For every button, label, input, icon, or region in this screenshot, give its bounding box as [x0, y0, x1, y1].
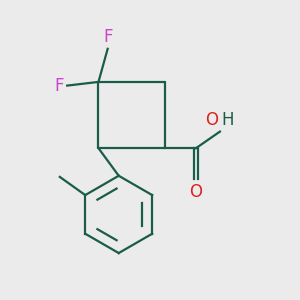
Text: O: O: [205, 111, 218, 129]
Text: F: F: [55, 76, 64, 94]
Text: H: H: [222, 111, 234, 129]
Text: O: O: [190, 183, 202, 201]
Text: F: F: [103, 28, 112, 46]
